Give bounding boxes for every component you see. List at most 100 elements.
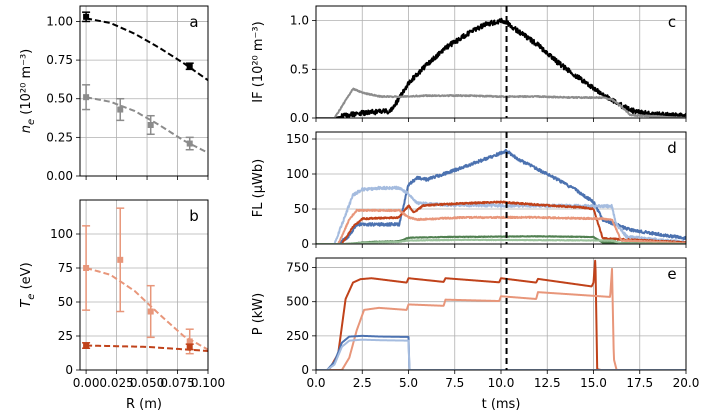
y-tick-label: 0.50 — [46, 92, 73, 106]
y-label-symbol: P — [251, 327, 266, 335]
y-label-units: (μWb) — [251, 159, 266, 203]
panel-letter: e — [667, 265, 676, 283]
y-tick-label: 150 — [286, 132, 309, 146]
y-tick-label: 250 — [286, 329, 309, 343]
y-label-units: (eV) — [19, 262, 34, 293]
y-tick-label: 0.75 — [46, 53, 73, 67]
x-tick-label: 20.0 — [673, 376, 700, 390]
data-point — [83, 94, 90, 101]
data-point — [186, 140, 193, 147]
y-label-units: (kW) — [251, 293, 266, 328]
y-tick-label: 0 — [65, 363, 73, 377]
data-point — [117, 256, 124, 263]
data-point — [147, 122, 154, 128]
data-point — [147, 308, 154, 315]
plot-area — [316, 17, 686, 118]
x-tick-label: 5.0 — [399, 376, 418, 390]
y-label-symbol: FL — [251, 202, 266, 217]
x-tick-label: 17.5 — [626, 376, 653, 390]
x-tick-label: 0.100 — [191, 376, 225, 390]
y-axis-label: IF (10²⁰ m⁻³) — [251, 21, 266, 102]
x-tick-label: 0.050 — [130, 376, 164, 390]
panel-a: 0.00 0.25 0.50 0.75 1.00 a ne (10²⁰ m⁻³) — [19, 5, 209, 183]
data-point — [186, 343, 193, 350]
data-point — [83, 342, 90, 349]
y-tick-label: 0.00 — [46, 169, 73, 183]
y-tick-label: 750 — [286, 261, 309, 275]
y-label-symbol: n — [19, 125, 34, 133]
y-tick-label: 100 — [286, 167, 309, 181]
x-tick-label: 10.0 — [488, 376, 515, 390]
series-line-light-green — [316, 238, 686, 244]
y-label-subscript: e — [26, 294, 37, 300]
data-point — [83, 13, 90, 20]
y-tick-label: 0 — [301, 237, 309, 251]
y-tick-label: 0.0 — [290, 111, 309, 125]
plot-area — [82, 11, 208, 154]
y-tick-label: 1.00 — [46, 14, 73, 28]
data-point — [83, 265, 90, 271]
series-line-light-blue — [316, 185, 686, 244]
x-tick-label: 0.00 — [73, 376, 100, 390]
x-tick-label: 15.0 — [580, 376, 607, 390]
panel-e: 0.0 2.5 5.0 7.5 10.0 12.5 15.0 17.5 20.0 0 250 500 7… — [251, 257, 700, 412]
axes-frame — [79, 199, 209, 371]
x-axis-label: R (m) — [126, 397, 162, 412]
plot-area — [316, 148, 686, 244]
x-tick-label: 0.025 — [99, 376, 133, 390]
axes-frame — [315, 5, 687, 119]
axes-frame — [315, 131, 687, 245]
y-axis-label: Te (eV) — [19, 262, 37, 307]
y-tick-label: 0.25 — [46, 130, 73, 144]
x-tick-label: 0.0 — [306, 376, 325, 390]
series-line-light-orange — [316, 267, 686, 370]
y-label-subscript: e — [26, 119, 37, 125]
y-tick-label: 500 — [286, 295, 309, 309]
x-tick-label: 7.5 — [445, 376, 464, 390]
y-label-symbol: T — [19, 299, 34, 308]
fit-curve-core-fit — [85, 17, 208, 82]
y-axis-label: P (kW) — [251, 293, 266, 336]
series-line-blue — [316, 334, 686, 370]
y-tick-label: 1.0 — [290, 14, 309, 28]
y-tick-label: 50 — [294, 202, 309, 216]
panel-letter: b — [189, 207, 199, 225]
y-tick-label: 25 — [58, 329, 73, 343]
y-tick-label: 50 — [58, 295, 73, 309]
series-line-light-blue — [316, 338, 686, 370]
y-label-units: (10²⁰ m⁻³) — [19, 49, 34, 119]
x-axis-label: t (ms) — [482, 397, 521, 412]
panel-letter: a — [189, 13, 198, 31]
panel-letter: d — [667, 139, 677, 157]
series-line-blue — [316, 148, 686, 244]
y-tick-label: 0 — [301, 363, 309, 377]
plot-area — [82, 207, 208, 355]
x-tick-label: 2.5 — [353, 376, 372, 390]
y-axis-label: ne (10²⁰ m⁻³) — [19, 49, 37, 134]
series-line-dark-orange — [316, 259, 686, 370]
axes-frame — [315, 257, 687, 371]
y-tick-label: 0.5 — [290, 62, 309, 76]
panel-letter: c — [668, 13, 676, 31]
series-line-core — [316, 17, 686, 118]
y-tick-label: 75 — [58, 261, 73, 275]
fit-curve-core-fit — [85, 267, 208, 351]
series-line-light-orange — [316, 208, 686, 244]
series-line-edge — [316, 87, 686, 118]
y-tick-label: 100 — [50, 227, 73, 241]
x-tick-label: 12.5 — [534, 376, 561, 390]
fit-curve-edge-fit — [86, 344, 208, 352]
axes-frame — [79, 5, 209, 177]
fit-curve-edge-fit — [85, 96, 208, 154]
y-axis-label: FL (μWb) — [251, 159, 266, 217]
data-point — [117, 106, 124, 113]
y-label-symbol: IF — [251, 91, 266, 102]
data-point — [186, 63, 193, 70]
panel-c: 0.0 0.5 1.0 c IF (10²⁰ m⁻³) — [251, 5, 687, 125]
plot-area — [316, 259, 686, 370]
data-point — [186, 338, 193, 345]
panel-d: 0 50 100 150 d FL (μWb) — [251, 131, 687, 251]
y-label-units: (10²⁰ m⁻³) — [251, 21, 266, 91]
